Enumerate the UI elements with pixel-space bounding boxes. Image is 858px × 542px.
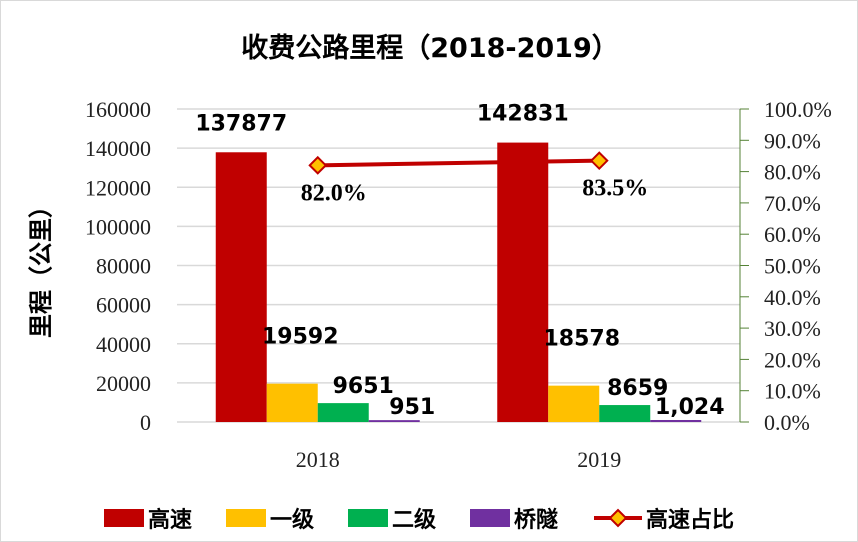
legend-label: 高速占比 (646, 507, 734, 533)
bar-高速-2019 (497, 142, 549, 422)
bar-一级-2019 (548, 385, 600, 422)
x-tick-label: 2018 (296, 447, 340, 472)
legend-marker (608, 508, 628, 528)
legend-swatch-高速 (104, 509, 144, 527)
y-tick-label: 100000 (85, 214, 151, 239)
y2-tick-label: 30.0% (764, 316, 821, 341)
y-tick-label: 40000 (96, 332, 151, 357)
legend-swatch-二级 (348, 509, 388, 527)
y2-tick-label: 50.0% (764, 254, 821, 279)
legend-swatch-桥隧 (470, 509, 510, 527)
data-label: 142831 (477, 102, 569, 127)
y-tick-label: 0 (140, 410, 151, 435)
bar-二级-2018 (317, 403, 369, 422)
data-label: 1,024 (655, 395, 725, 420)
x-tick-label: 2019 (577, 447, 621, 472)
data-label: 951 (389, 395, 435, 420)
bar-桥隧-2019 (650, 419, 702, 422)
line-marker (589, 151, 609, 171)
bar-一级-2018 (266, 383, 318, 422)
bar-高速-2018 (215, 152, 267, 422)
y-tick-label: 160000 (85, 97, 151, 122)
y-tick-label: 80000 (96, 254, 151, 279)
y2-tick-label: 10.0% (764, 379, 821, 404)
bar-二级-2019 (599, 405, 651, 422)
y2-tick-label: 40.0% (764, 285, 821, 310)
data-label: 137877 (195, 111, 287, 136)
legend-label: 高速 (148, 507, 192, 533)
y2-tick-label: 70.0% (764, 191, 821, 216)
y2-tick-label: 60.0% (764, 222, 821, 247)
data-label: 9651 (333, 374, 394, 399)
y-tick-label: 60000 (96, 293, 151, 318)
data-label: 19592 (262, 325, 339, 350)
y-tick-label: 140000 (85, 136, 151, 161)
data-label: 8659 (607, 376, 668, 401)
y2-tick-label: 20.0% (764, 347, 821, 372)
legend-label: 二级 (392, 507, 436, 533)
legend-label: 一级 (270, 507, 314, 533)
y2-tick-label: 80.0% (764, 160, 821, 185)
y-axis-label: 里程（公里） (27, 194, 55, 338)
bar-桥隧-2018 (368, 420, 420, 422)
line-marker (308, 155, 328, 175)
line-高速占比 (317, 158, 600, 168)
chart-title: 收费公路里程（2018-2019） (241, 32, 619, 64)
line-data-label: 83.5% (582, 176, 648, 202)
y2-tick-label: 90.0% (764, 128, 821, 153)
line-data-label: 82.0% (301, 180, 367, 206)
y-tick-label: 120000 (85, 175, 151, 200)
data-label: 18578 (543, 327, 620, 352)
y2-tick-label: 0.0% (764, 410, 810, 435)
y-tick-label: 20000 (96, 371, 151, 396)
legend-label: 桥隧 (514, 507, 558, 533)
y2-tick-label: 100.0% (764, 97, 832, 122)
legend-swatch-一级 (226, 509, 266, 527)
